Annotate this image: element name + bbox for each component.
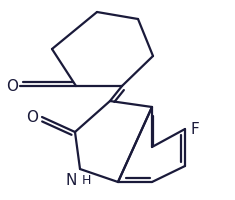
Text: F: F (190, 122, 199, 137)
Text: O: O (6, 79, 18, 94)
Text: O: O (26, 110, 38, 125)
Text: H: H (82, 173, 91, 186)
Text: N: N (66, 172, 77, 187)
